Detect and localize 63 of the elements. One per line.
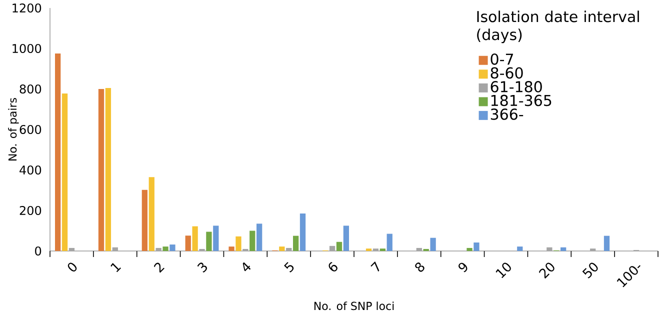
y-tick-label: 200: [20, 206, 42, 216]
bar: [112, 247, 118, 251]
bar: [54, 54, 61, 251]
x-tick-label: 4: [242, 262, 251, 272]
y-tick-label: 800: [20, 84, 42, 94]
x-tick-label: 8: [415, 262, 424, 272]
bar: [105, 88, 112, 251]
x-tick-label: 2: [154, 262, 164, 273]
bar: [292, 236, 299, 251]
y-tick-label: 1000: [12, 44, 42, 54]
bar: [162, 246, 168, 251]
bar: [517, 246, 523, 251]
x-tick-label: 7: [370, 262, 380, 272]
bar: [329, 246, 336, 251]
x-axis-title: No. of SNP loci: [314, 302, 394, 310]
x-tick-label: 3: [197, 262, 207, 272]
x-tick-label: 9: [458, 262, 468, 272]
legend-label: 61-180: [490, 81, 542, 92]
x-tick-label: 50: [582, 262, 598, 278]
bar: [336, 242, 342, 251]
bar: [546, 247, 552, 251]
bar: [98, 88, 104, 251]
x-tick-label: 1: [110, 263, 121, 272]
x-tick-label: 0: [68, 262, 77, 272]
bar: [148, 177, 154, 251]
bar: [256, 224, 262, 251]
bar: [236, 236, 242, 251]
x-tick-label: 20: [538, 262, 554, 279]
bar: [185, 236, 191, 251]
legend-label: 366-: [490, 108, 524, 120]
legend-label: 0-7: [490, 53, 514, 65]
bar: [206, 232, 212, 251]
x-tick-label: 6: [328, 262, 338, 272]
bar: [142, 190, 148, 251]
y-tick-label: 1200: [12, 3, 42, 13]
bar: [343, 226, 350, 251]
bar: [300, 214, 306, 251]
bar: [466, 248, 472, 251]
legend-title: Isolation date interval (days): [477, 10, 639, 44]
y-axis-title: No. of pairs: [8, 98, 19, 160]
bar: [560, 247, 566, 251]
legend-label: 8-60: [490, 67, 523, 79]
y-tick-label: 0: [35, 246, 42, 256]
bar: [474, 242, 480, 251]
bar: [250, 230, 256, 251]
bar: [416, 248, 422, 251]
bar: [430, 238, 436, 251]
x-tick-label: 10: [496, 262, 511, 278]
bar: [279, 246, 285, 251]
legend-label: 181-365: [491, 94, 552, 106]
bar: [228, 246, 234, 251]
bar: [156, 248, 162, 251]
bar: [213, 226, 219, 251]
y-tick-label: 600: [20, 124, 42, 134]
bar: [604, 236, 610, 251]
bar: [68, 248, 75, 251]
y-tick-label: 400: [20, 165, 42, 175]
bar: [386, 234, 392, 251]
bar: [62, 93, 68, 251]
bar: [170, 244, 176, 251]
x-tick-label: 5: [284, 262, 294, 272]
bar: [286, 248, 292, 251]
bar: [192, 226, 198, 251]
